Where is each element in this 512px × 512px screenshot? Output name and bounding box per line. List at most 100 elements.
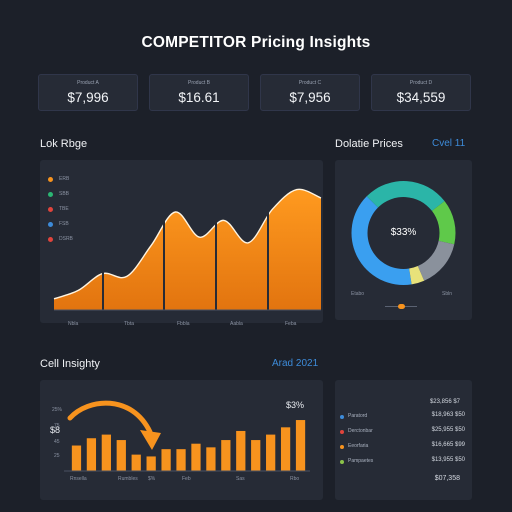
list-item[interactable]: Pampaetes $13,955 $50 <box>340 457 465 467</box>
bar[interactable] <box>280 427 291 471</box>
donut-slice[interactable] <box>409 266 425 285</box>
list-item-price: $18,963 $50 <box>431 412 465 418</box>
list-item[interactable]: Eeorfaria $16,665 $99 <box>340 442 465 452</box>
price-list-panel: $23,856 $7 Paratord $18,963 $50 Derctonb… <box>335 380 472 500</box>
stat-label: Product C <box>298 80 322 86</box>
legend-swatch <box>48 236 53 242</box>
bar[interactable] <box>146 456 156 471</box>
legend-label: SBB <box>59 191 70 197</box>
legend-swatch <box>48 221 53 227</box>
x-tick-label: Feb <box>182 476 191 482</box>
stat-value: $16.61 <box>178 90 220 105</box>
bottom-section-tag[interactable]: Arad 2021 <box>272 358 319 369</box>
legend-label: ERB <box>59 176 70 182</box>
trend-arrow <box>67 400 153 435</box>
stat-value: $34,559 <box>396 90 446 105</box>
donut-slice[interactable] <box>417 240 455 281</box>
bar[interactable] <box>86 438 97 471</box>
bar-chart-y-label: $8 <box>50 425 61 435</box>
bar[interactable] <box>295 420 306 471</box>
x-tick-label: Rbo <box>290 476 300 482</box>
bar[interactable] <box>71 445 82 471</box>
x-tick-label: Feba <box>285 321 297 327</box>
bar[interactable] <box>116 440 126 471</box>
stat-card-2[interactable]: Product B $16.61 <box>149 74 249 111</box>
stat-card-3[interactable]: Product C $7,956 <box>260 74 360 111</box>
x-tick-label: Fbbla <box>177 321 190 327</box>
bar[interactable] <box>191 443 201 471</box>
legend-label: FSB <box>59 221 69 227</box>
trend-arrow-head <box>140 430 161 450</box>
y-tick-label: 25% <box>52 407 63 413</box>
bar-chart-percent-label: $3% <box>286 400 305 410</box>
area-panel-title: Lok Rbge <box>40 138 88 150</box>
y-tick-label: 25 <box>54 453 60 459</box>
donut-slider-handle[interactable] <box>398 304 405 309</box>
legend-item: SBB <box>48 190 69 198</box>
donut-note-right: Sbln <box>442 291 453 297</box>
donut-panel-tag[interactable]: Cvel 11 <box>432 138 466 149</box>
legend-item: ERB <box>48 175 69 183</box>
x-tick-label: Rumbles <box>118 476 138 482</box>
donut-slice[interactable] <box>351 196 412 285</box>
list-item-name: Eeorfaria <box>348 443 369 449</box>
x-tick-label: Aabla <box>230 321 243 327</box>
area-chart-panel: ERB SBB TBE FSB DSRB Nbla Tbta Fbbla Aab… <box>40 160 323 327</box>
stat-value: $7,956 <box>289 90 331 105</box>
donut-note-left: Etabo <box>351 291 365 297</box>
legend-item: TBE <box>48 205 69 213</box>
stat-label: Product A <box>77 80 99 86</box>
stat-label: Product B <box>188 80 210 86</box>
legend-label: TBE <box>59 206 69 212</box>
bar[interactable] <box>176 449 186 471</box>
list-item-dot <box>340 430 344 434</box>
x-tick-label: $% <box>148 476 156 482</box>
bar[interactable] <box>236 430 246 471</box>
donut-slice[interactable] <box>366 181 445 211</box>
list-item-dot <box>340 460 344 464</box>
x-tick-label: Rnsella <box>70 476 87 482</box>
bar[interactable] <box>266 434 276 471</box>
bar[interactable] <box>101 434 111 471</box>
list-item-price: $16,665 $99 <box>431 442 465 448</box>
bar[interactable] <box>221 440 231 471</box>
stat-value: $7,996 <box>67 90 109 105</box>
legend-swatch <box>48 191 53 197</box>
bar-chart-panel: 25% 75 45 25 $8 $3% Rnsella Rumbles $% F… <box>40 380 323 500</box>
stat-card-4[interactable]: Product D $34,559 <box>371 74 471 111</box>
list-item-dot <box>340 415 344 419</box>
donut-center-value: $33% <box>390 227 417 238</box>
page-title: COMPETITOR Pricing Insights <box>141 34 371 51</box>
bottom-section-title: Cell Insighty <box>40 358 100 370</box>
price-list: Paratord $18,963 $50 Derctonbar $25,955 … <box>340 412 465 464</box>
list-item[interactable]: Paratord $18,963 $50 <box>340 412 465 422</box>
list-item-dot <box>340 445 344 449</box>
bar[interactable] <box>251 440 261 471</box>
x-tick-label: Tbta <box>124 321 135 327</box>
y-tick-label: 45 <box>54 439 60 445</box>
donut-chart <box>351 181 456 285</box>
area-chart <box>53 188 322 311</box>
list-item-name: Derctonbar <box>348 428 373 434</box>
list-item-name: Paratord <box>348 413 368 419</box>
stat-card-1[interactable]: Product A $7,996 <box>38 74 138 111</box>
bar[interactable] <box>206 447 216 471</box>
list-item-name: Pampaetes <box>348 458 374 464</box>
bar[interactable] <box>131 454 141 471</box>
donut-chart-panel: $33% Etabo Sbln <box>335 160 472 320</box>
bar[interactable] <box>161 449 171 471</box>
legend-item: FSB <box>48 220 69 228</box>
bar-chart <box>64 400 310 472</box>
price-list-header: $23,856 $7 <box>429 399 460 405</box>
list-item[interactable]: Derctonbar $25,955 $50 <box>340 427 465 437</box>
area-fill <box>54 189 321 310</box>
y-tick-label: 75 <box>54 423 60 429</box>
legend-swatch <box>48 176 53 182</box>
x-tick-label: Sas <box>236 476 245 482</box>
donut-slice[interactable] <box>431 201 456 245</box>
stat-label: Product D <box>409 80 433 86</box>
legend-swatch <box>48 206 53 212</box>
x-tick-label: Nbla <box>68 321 79 327</box>
price-list-footer: $07,358 <box>434 475 460 482</box>
area-line <box>53 188 322 300</box>
